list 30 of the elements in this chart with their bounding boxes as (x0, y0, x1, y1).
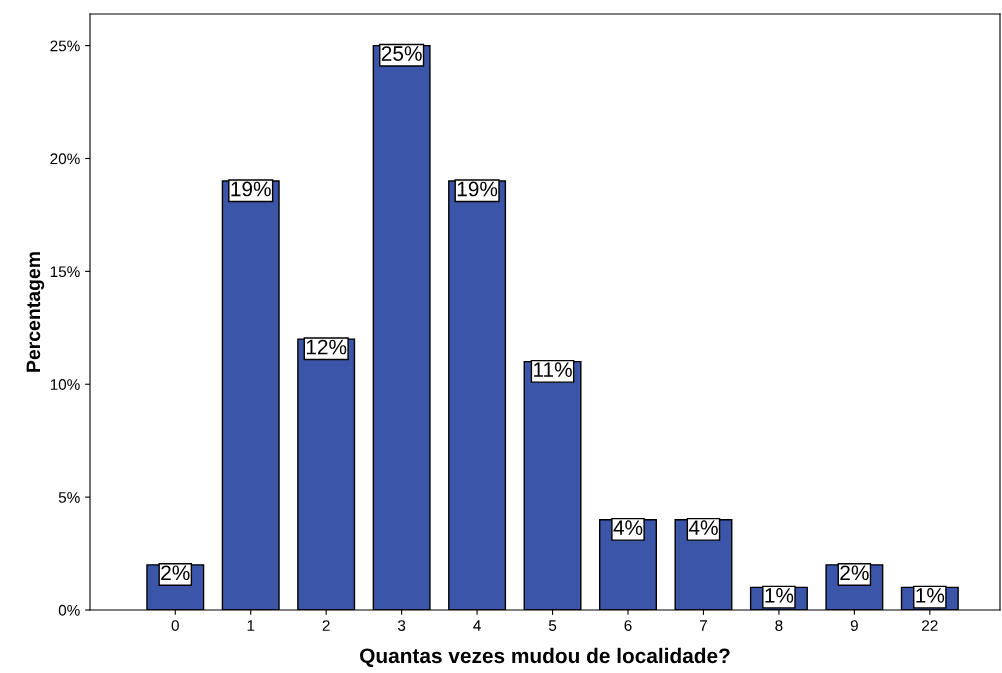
data-label: 4% (688, 520, 718, 535)
x-tick-label: 0 (171, 620, 179, 631)
x-tick-label: 4 (473, 620, 481, 631)
y-tick-label: 0% (58, 604, 80, 616)
data-label: 12% (306, 339, 347, 355)
x-tick-label: 2 (322, 620, 330, 631)
data-label: 19% (457, 181, 498, 197)
data-label: 25% (381, 46, 422, 61)
data-label: 4% (613, 520, 643, 535)
x-tick-label: 3 (397, 620, 406, 631)
x-tick-label: 9 (850, 620, 858, 631)
data-label: 11% (534, 362, 572, 377)
data-label: 2% (161, 565, 190, 581)
y-tick-label: 15% (50, 266, 80, 278)
data-label: 1% (916, 588, 945, 603)
x-axis-title: Quantas vezes mudou de localidade? (360, 647, 730, 668)
x-tick-label: 6 (624, 620, 632, 631)
y-tick-label: 20% (50, 153, 80, 165)
x-tick-label: 8 (775, 620, 783, 631)
x-tick-label: 22 (922, 620, 938, 631)
data-label: 19% (231, 181, 271, 197)
y-tick-label: 5% (58, 492, 80, 503)
x-tick-label: 5 (548, 620, 557, 631)
y-axis-title: Percentagem (26, 252, 45, 372)
x-tick-label: 1 (247, 620, 255, 631)
y-tick-label: 10% (50, 379, 80, 390)
data-label: 2% (840, 565, 869, 581)
x-tick-label: 7 (699, 620, 707, 631)
y-tick-label: 25% (50, 40, 80, 52)
data-label: 1% (765, 588, 794, 603)
